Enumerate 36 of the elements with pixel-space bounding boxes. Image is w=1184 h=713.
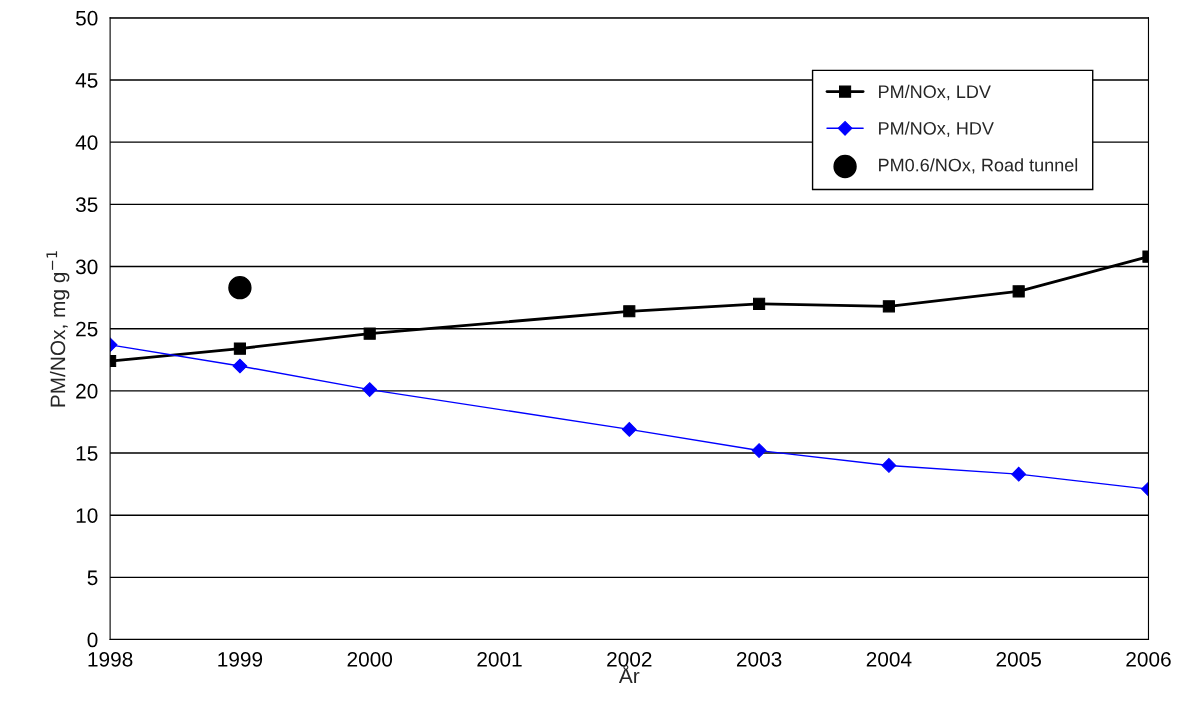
legend-label: PM/NOx, HDV [879,121,994,137]
y-tick-label: 40 [75,135,98,150]
x-tick-label: 2000 [347,651,393,667]
x-tick-label: 1998 [88,651,133,667]
point [362,382,378,398]
point [1011,466,1027,482]
point [228,275,252,300]
legend-label: PM/NOx, LDV [879,84,991,101]
point [233,342,246,355]
y-tick-label: 0 [87,632,98,648]
y-tick-label: 10 [76,508,98,523]
y-tick-label: 15 [76,446,98,461]
y-tick-label: 5 [87,570,98,586]
point [882,300,895,313]
y-axis-title: PM/NOx, mg g$^{−1}$ [46,251,70,407]
y-tick-label: 30 [75,259,98,275]
point [623,305,636,318]
point [363,327,376,340]
x-tick-label: 2001 [477,651,522,667]
y-tick-label: 35 [75,197,98,213]
point [1012,285,1025,298]
y-tick-label: 45 [75,73,98,88]
x-tick-label: 2004 [866,651,912,667]
x-tick-label: 2006 [1126,651,1171,667]
legend-label: PM0.6/NOx, Road tunnel [879,158,1078,174]
x-tick-label: 2003 [736,651,782,667]
x-tick-label: 1999 [218,651,263,667]
y-tick-label: 20 [76,383,98,399]
y-tick-label: 25 [76,321,98,337]
point [232,358,248,374]
y-tick-label: 50 [75,10,98,26]
point [753,297,766,310]
point [621,422,637,437]
x-tick-label: 2005 [996,651,1041,667]
point [881,458,897,473]
point [751,443,767,458]
